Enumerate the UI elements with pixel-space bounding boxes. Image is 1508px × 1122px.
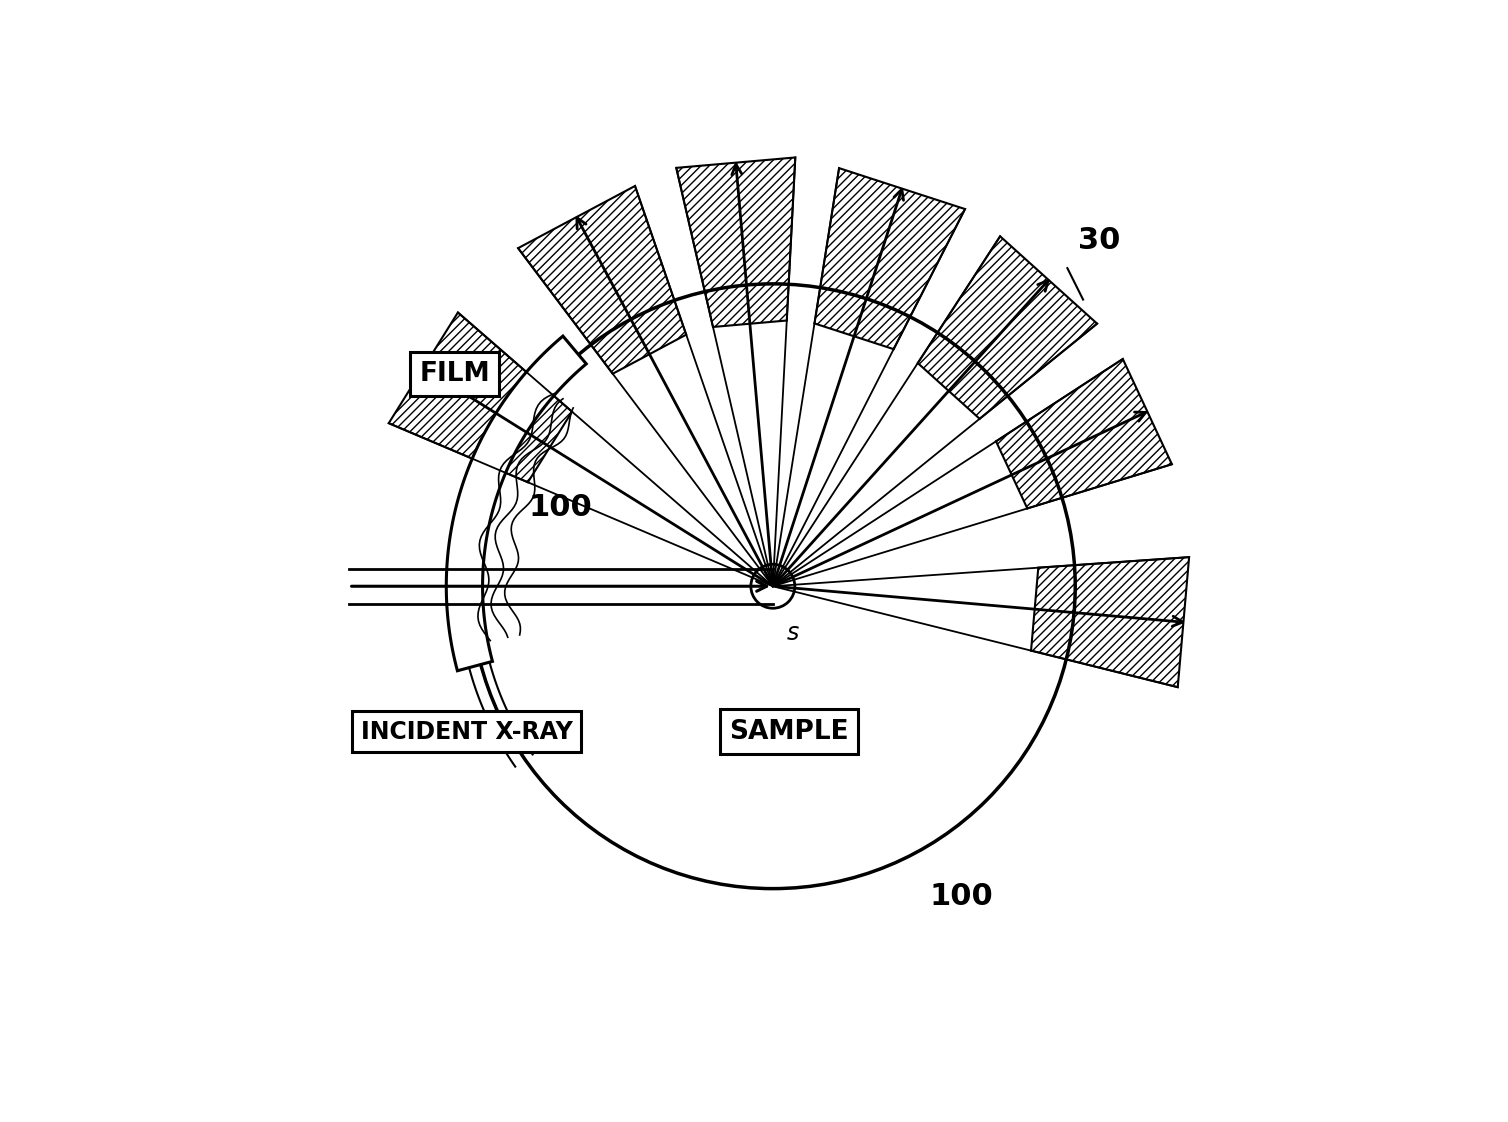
Polygon shape bbox=[389, 313, 572, 482]
Polygon shape bbox=[995, 359, 1172, 508]
Text: 30: 30 bbox=[1078, 227, 1120, 255]
Text: s: s bbox=[786, 622, 799, 645]
Text: 100: 100 bbox=[929, 882, 994, 911]
Polygon shape bbox=[918, 237, 1098, 419]
Polygon shape bbox=[676, 157, 795, 327]
Polygon shape bbox=[1031, 558, 1190, 687]
Text: SAMPLE: SAMPLE bbox=[728, 718, 849, 745]
Text: INCIDENT X-RAY: INCIDENT X-RAY bbox=[360, 719, 573, 744]
Polygon shape bbox=[446, 337, 587, 671]
Polygon shape bbox=[814, 168, 965, 349]
Text: 100: 100 bbox=[529, 494, 593, 522]
Polygon shape bbox=[519, 186, 686, 374]
Text: FILM: FILM bbox=[419, 361, 490, 387]
